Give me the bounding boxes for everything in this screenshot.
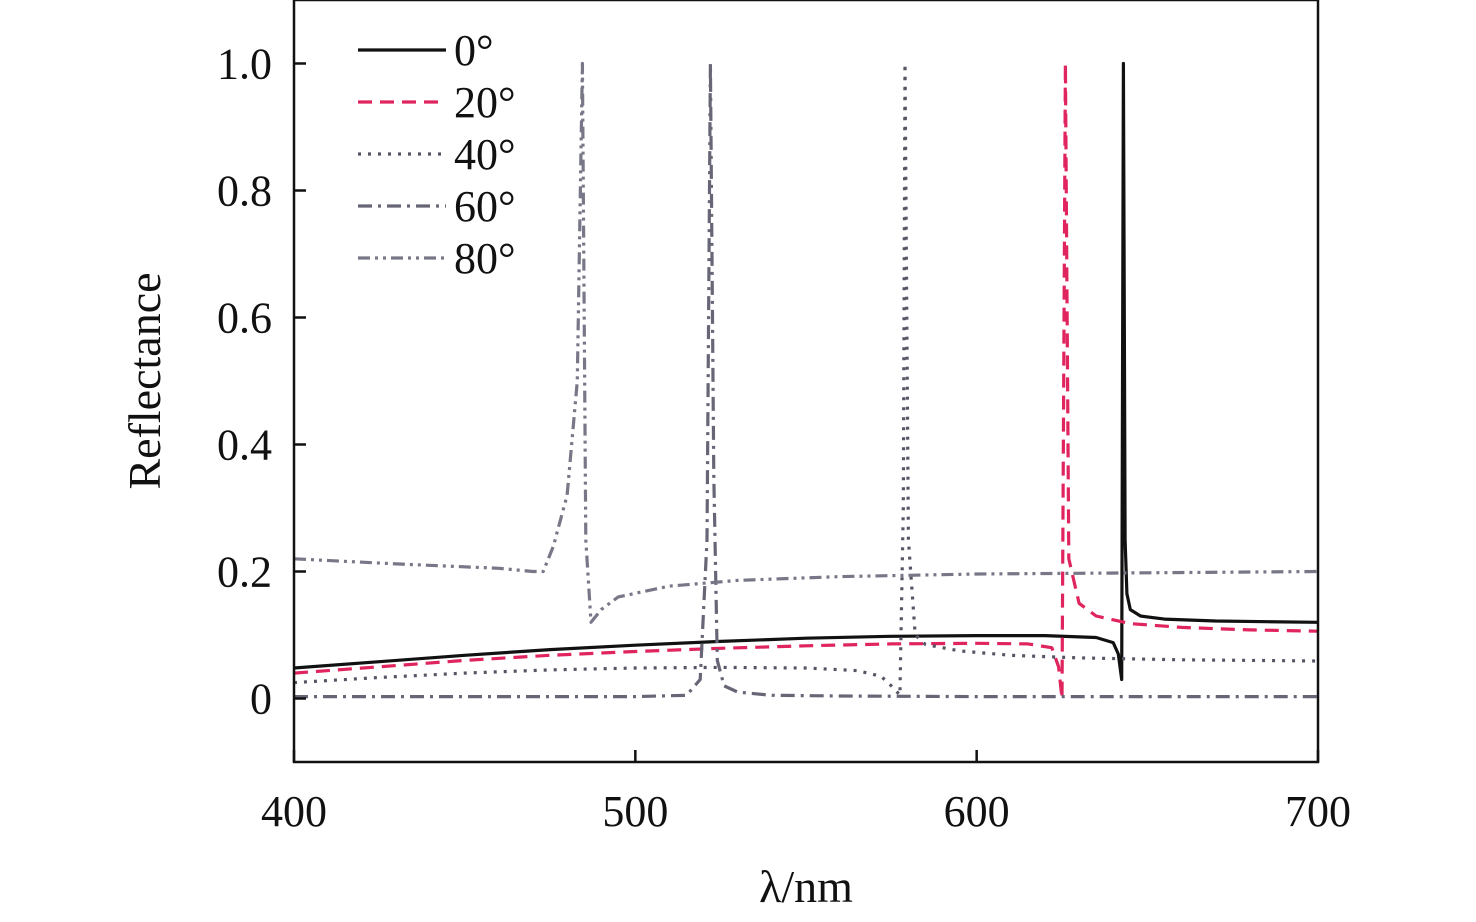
x-tick-label: 700 (1285, 787, 1351, 836)
legend-label-3: 60° (454, 182, 516, 231)
plot-frame (292, 0, 1320, 764)
x-tick-label: 600 (944, 787, 1010, 836)
series-line-0 (294, 61, 1318, 682)
y-axis-title: Reflectance (119, 272, 170, 489)
legend-label-4: 80° (454, 234, 516, 283)
y-tick-label: 0.2 (217, 548, 272, 597)
x-tick-label: 500 (602, 787, 668, 836)
series-line-4 (294, 61, 1318, 624)
series-layer (294, 61, 1318, 701)
x-tick-label: 400 (261, 787, 327, 836)
legend-label-2: 40° (454, 130, 516, 179)
legend-label-0: 0° (454, 26, 494, 75)
series-line-2 (294, 61, 1318, 697)
ticks-layer: 400 500 600 700 0 0.2 0.4 0.6 0.8 1.0 (217, 40, 1351, 837)
y-tick-label: 0.8 (217, 167, 272, 216)
y-tick-label: 0.6 (217, 294, 272, 343)
y-tick-label: 0.4 (217, 421, 272, 470)
x-axis-title: λ/nm (759, 861, 853, 912)
y-tick-label: 1.0 (217, 40, 272, 89)
series-line-1 (294, 61, 1318, 701)
legend-label-1: 20° (454, 78, 516, 127)
y-tick-label: 0 (250, 675, 272, 724)
legend: 0°20°40°60°80° (358, 26, 516, 283)
series-line-3 (294, 61, 1318, 699)
